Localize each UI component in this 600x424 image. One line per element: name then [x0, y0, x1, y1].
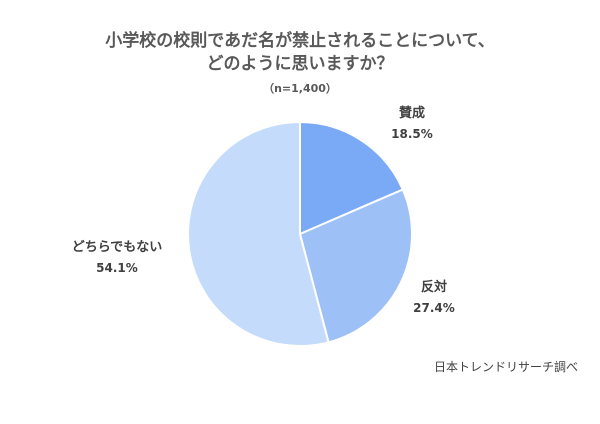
slice-category-label: どちらでもない [71, 240, 163, 255]
slice-category-label: 賛成 [398, 106, 425, 121]
pie-slice-2 [299, 188, 413, 344]
chart-title: 小学校の校則であだ名が禁止されることについて、 どのように思いますか？ [0, 30, 600, 76]
slice-label-3: どちらでもない 54.1% [52, 238, 182, 278]
slice-category-label: 反対 [420, 280, 447, 295]
slice-label-2: 反対 27.4% [404, 278, 464, 318]
pie-slice-3 [187, 121, 330, 347]
pie-slice-1 [299, 121, 404, 235]
source-note: 日本トレンドリサーチ調べ [433, 360, 578, 374]
slice-value-label: 18.5% [391, 127, 433, 141]
chart-title-line-1: 小学校の校則であだ名が禁止されることについて、 [105, 31, 495, 51]
slice-value-label: 54.1% [96, 261, 138, 275]
chart-title-line-2: どのように思いますか？ [206, 54, 394, 74]
chart-subtitle: （n=1,400） [263, 82, 337, 95]
slice-value-label: 27.4% [413, 301, 455, 315]
slice-label-1: 賛成 18.5% [382, 104, 442, 144]
